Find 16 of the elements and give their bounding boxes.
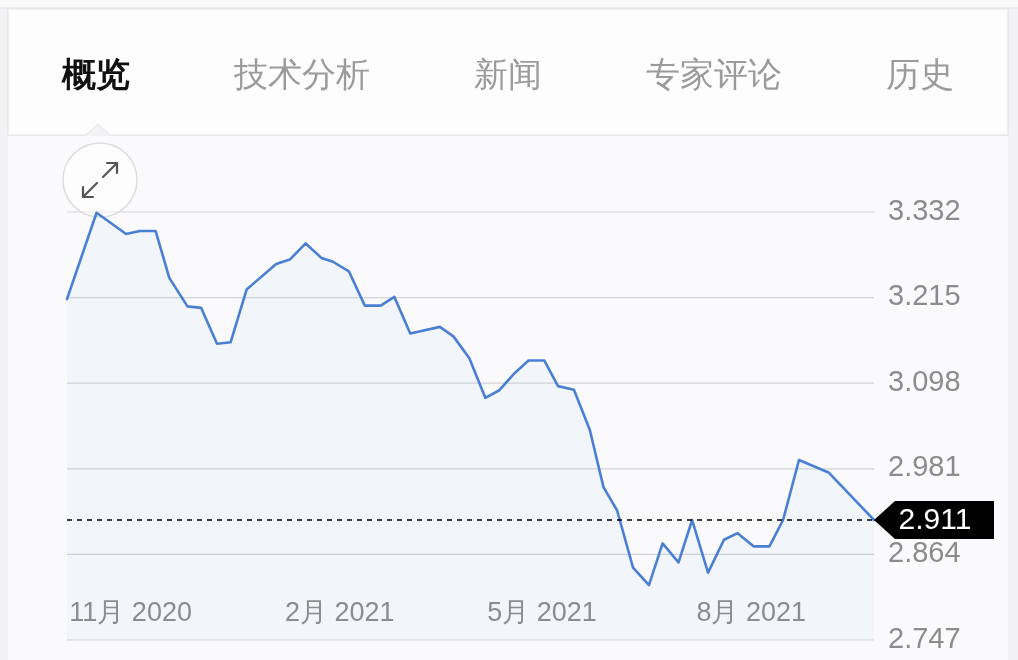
- y-tick-label: 2.981: [888, 450, 961, 483]
- text: 历史: [886, 54, 954, 93]
- text: 专家评论: [646, 54, 782, 93]
- ref-line-label: 2.911: [898, 501, 972, 535]
- y-tick-label: 2.864: [888, 536, 961, 569]
- text: 技术分析: [233, 54, 370, 93]
- x-tick-label: 8月 2021: [696, 597, 807, 628]
- y-tick-label: 3.098: [888, 364, 961, 397]
- y-tick-label: 2.747: [888, 621, 961, 654]
- text: 概览: [61, 54, 130, 93]
- text: 新闻: [474, 54, 542, 93]
- x-tick-label: 2月 2021: [284, 597, 395, 628]
- x-tick-label: 5月 2021: [487, 597, 597, 628]
- y-tick-label: 3.215: [888, 279, 961, 312]
- y-tick-label: 3.332: [888, 193, 961, 226]
- x-tick-label: 11月 2020: [69, 597, 192, 628]
